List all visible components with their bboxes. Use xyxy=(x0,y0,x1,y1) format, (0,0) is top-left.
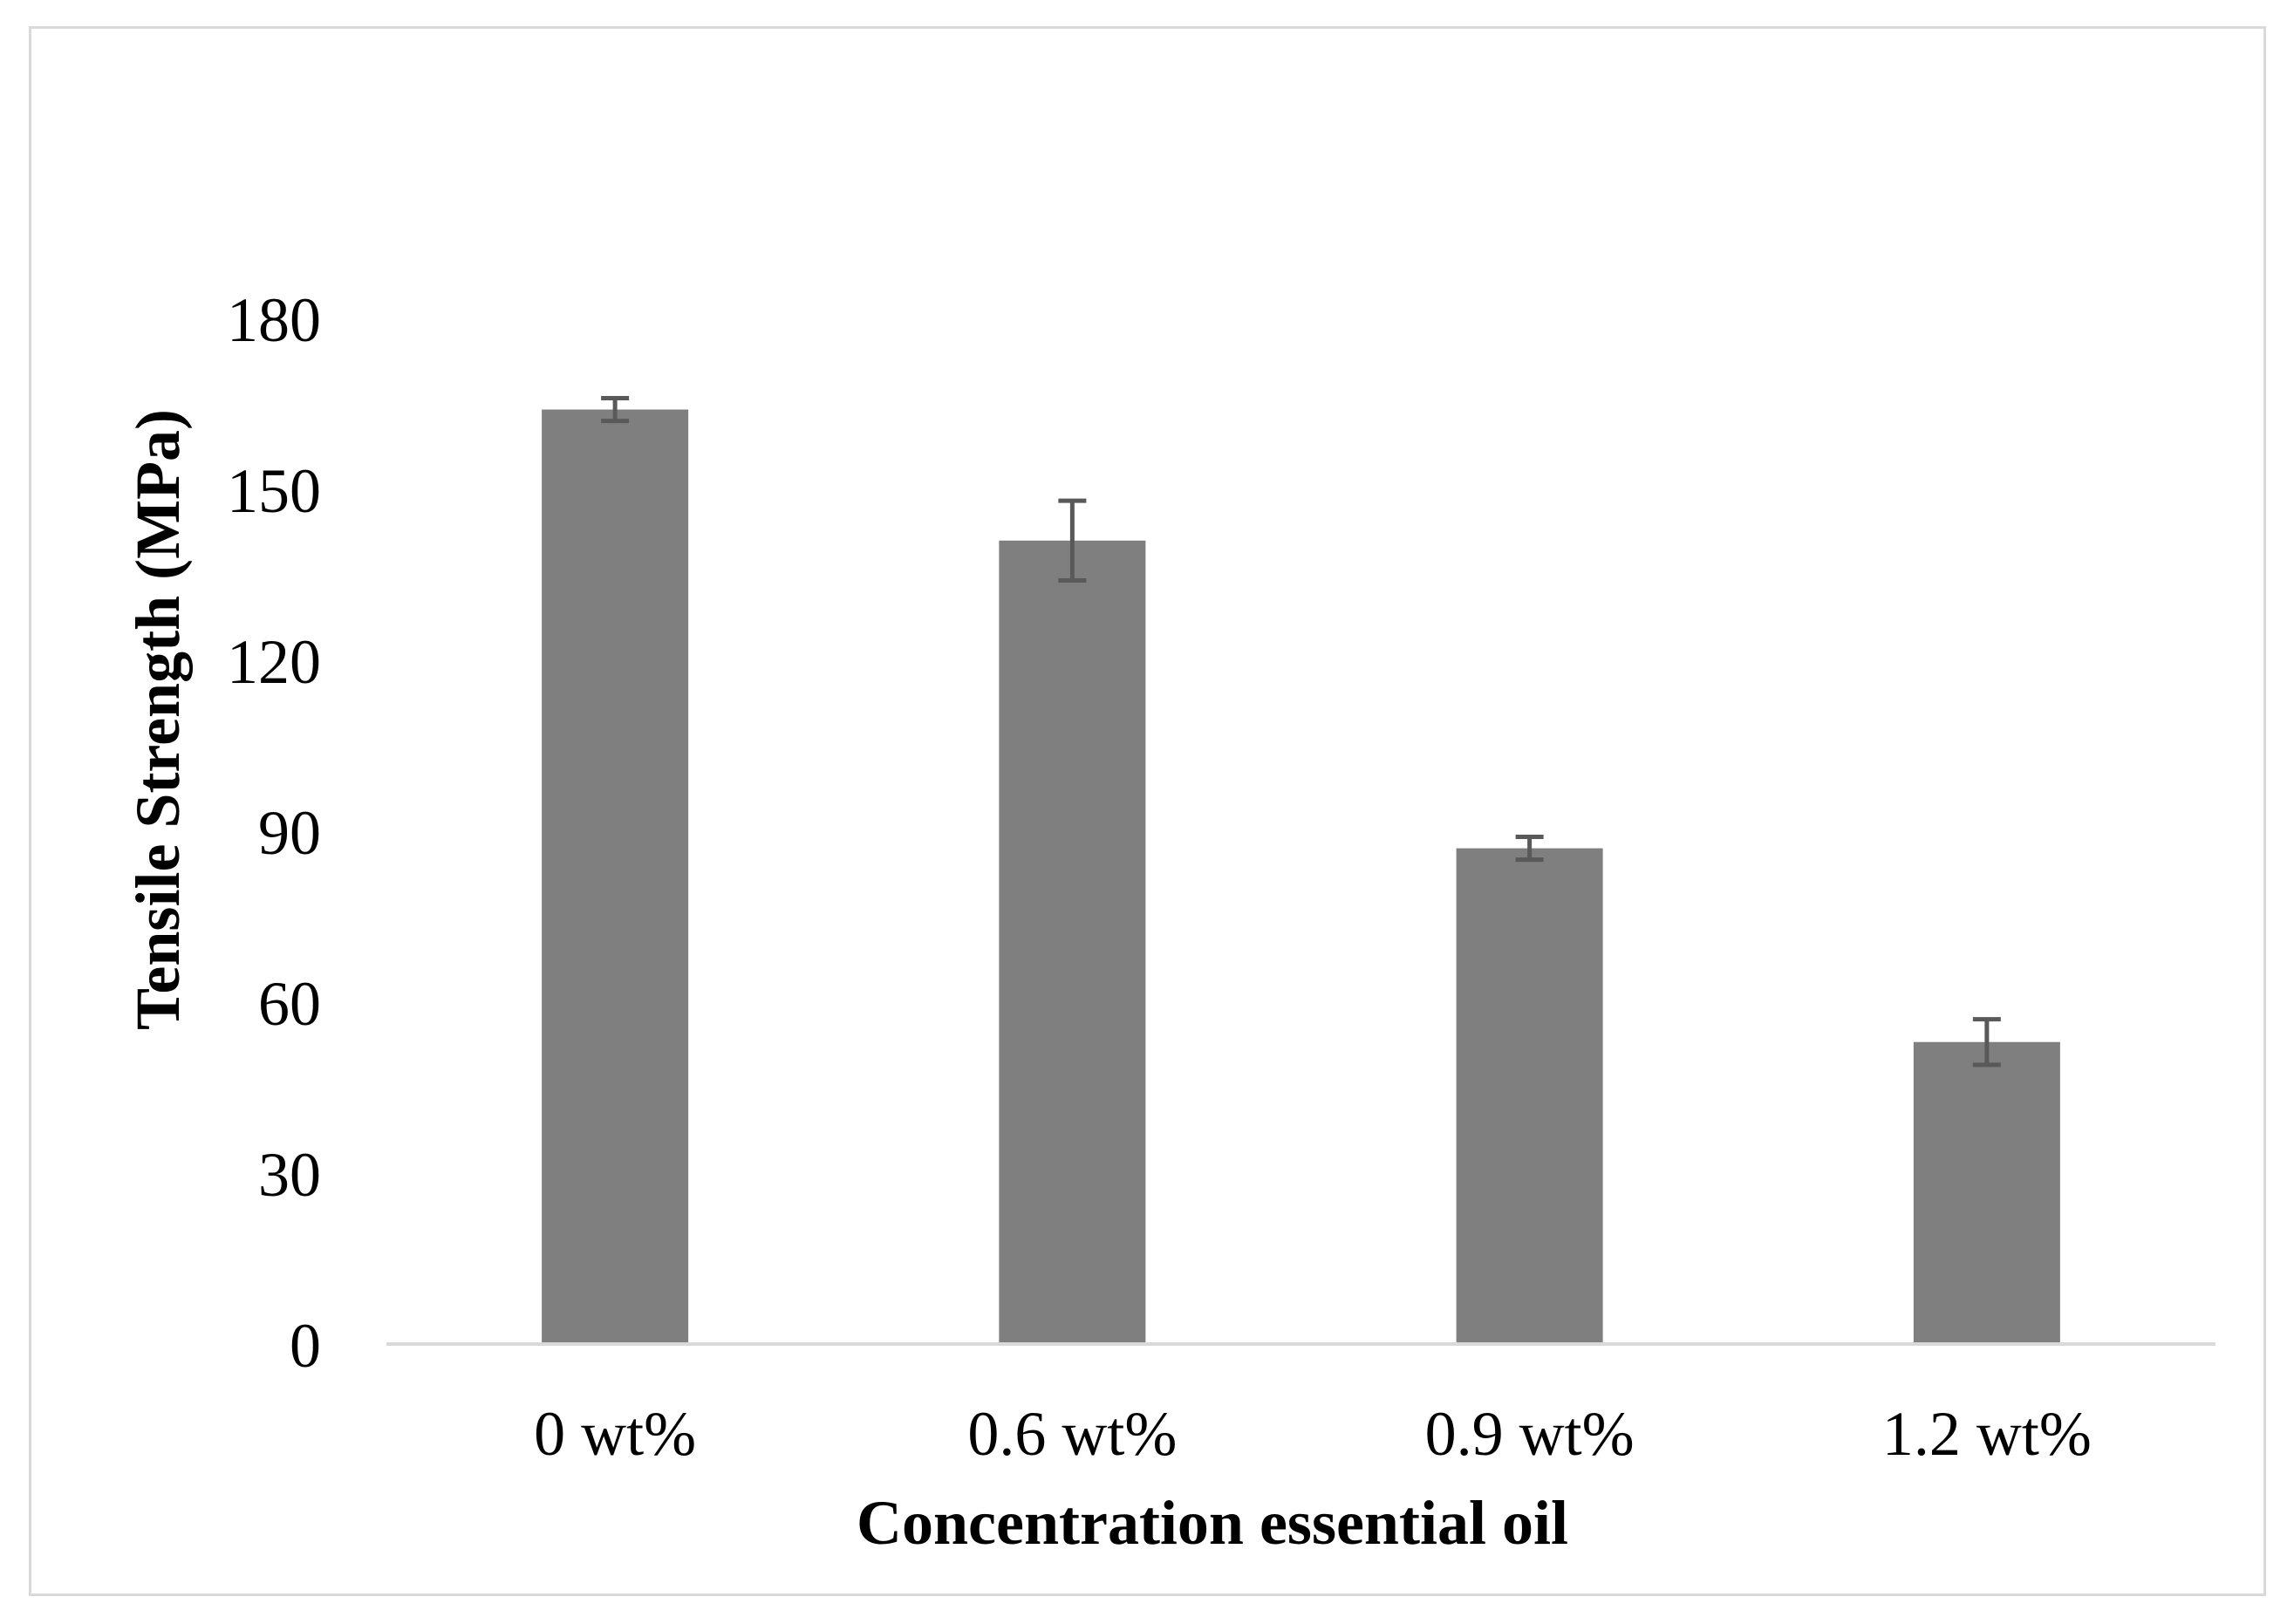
x-tick-label: 1.2 wt% xyxy=(1882,1399,2092,1469)
chart-frame xyxy=(29,26,2266,1596)
bars-layer xyxy=(542,409,2060,1344)
bar xyxy=(542,409,689,1344)
x-tick-label: 0.6 wt% xyxy=(967,1399,1177,1469)
error-bar xyxy=(601,395,630,424)
y-tick-label: 120 xyxy=(227,627,321,697)
x-tick-label: 0 wt% xyxy=(534,1399,696,1469)
bar xyxy=(999,540,1146,1344)
x-tick-label: 0.9 wt% xyxy=(1425,1399,1635,1469)
x-axis-ticks: 0 wt% 0.6 wt% 0.9 wt% 1.2 wt% xyxy=(534,1399,2092,1469)
y-tick-label: 0 xyxy=(290,1311,321,1381)
y-tick-label: 90 xyxy=(258,798,321,868)
error-bar xyxy=(1058,498,1087,583)
y-tick-label: 60 xyxy=(258,969,321,1039)
y-tick-label: 30 xyxy=(258,1140,321,1210)
x-axis-title: Concentration essential oil xyxy=(857,1488,1568,1558)
error-bar xyxy=(1972,1017,2001,1068)
bar xyxy=(1456,848,1603,1344)
bar xyxy=(1913,1041,2060,1344)
y-tick-label: 150 xyxy=(227,456,321,526)
error-bar xyxy=(1515,835,1544,863)
y-axis-ticks: 0 30 60 90 120 150 180 xyxy=(227,285,321,1381)
y-axis-title: Tensile Strength (MPa) xyxy=(123,409,193,1030)
y-tick-label: 180 xyxy=(227,285,321,355)
error-bars-layer xyxy=(601,395,2001,1068)
